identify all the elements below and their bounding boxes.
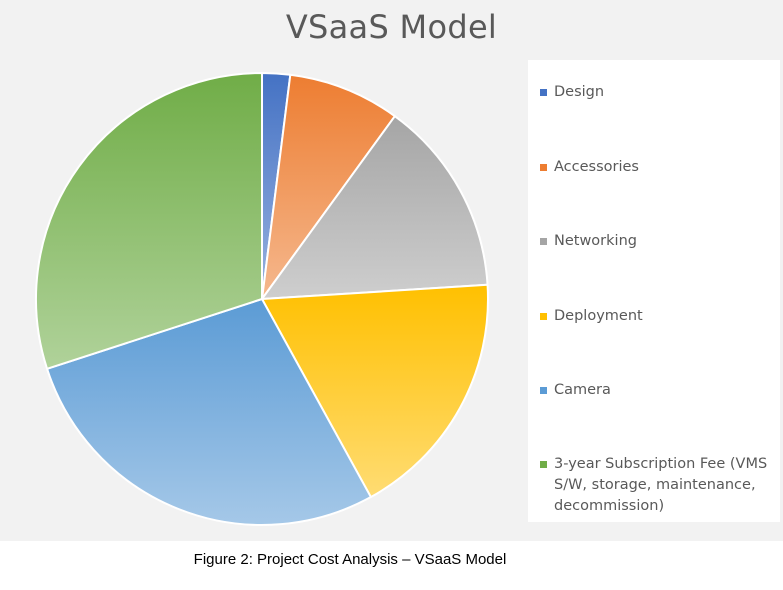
legend-swatch	[540, 313, 547, 320]
pie-slices	[35, 72, 489, 526]
legend-swatch	[540, 89, 547, 96]
legend-item: Deployment	[528, 306, 773, 327]
legend-label: 3-year Subscription Fee (VMS S/W, storag…	[554, 456, 768, 514]
legend-swatch	[540, 461, 547, 468]
legend-label: Networking	[554, 233, 637, 249]
legend-item: Design	[528, 82, 773, 103]
pie-slice-3year	[35, 72, 263, 370]
legend-swatch	[540, 238, 547, 245]
legend-item: Accessories	[528, 157, 773, 178]
legend-label: Deployment	[554, 308, 643, 324]
chart-area: VSaaS Model Design Accessories Networking D…	[0, 0, 783, 541]
pie-slice-camera	[46, 298, 372, 526]
legend-swatch	[540, 387, 547, 394]
legend: Design Accessories Networking Deployment Cam…	[528, 60, 780, 522]
chart-title: VSaaS Model	[285, 8, 498, 46]
pie-slice-deployment	[261, 283, 489, 499]
legend-item: 3-year Subscription Fee (VMS S/W, storag…	[528, 454, 773, 517]
legend-swatch	[540, 164, 547, 171]
pie-chart	[35, 72, 489, 526]
legend-item: Camera	[528, 380, 773, 401]
pie-slice-networking	[261, 115, 489, 300]
legend-item: Networking	[528, 231, 773, 252]
figure-caption: Figure 2: Project Cost Analysis – VSaaS …	[193, 551, 507, 568]
pie-slice-accessories	[261, 73, 396, 300]
legend-label: Camera	[554, 382, 611, 398]
legend-label: Design	[554, 84, 605, 100]
legend-label: Accessories	[554, 159, 639, 175]
